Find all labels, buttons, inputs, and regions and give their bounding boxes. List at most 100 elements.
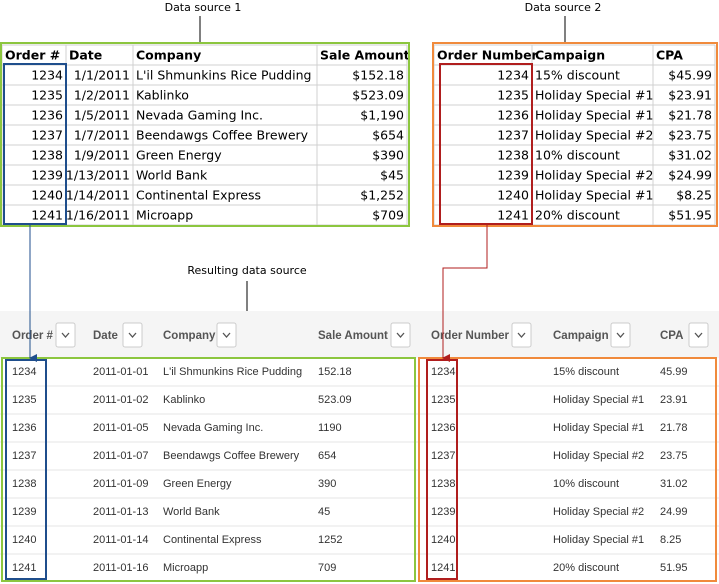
cell: 45.99	[660, 366, 688, 378]
filter-button[interactable]	[390, 322, 411, 348]
filter-icon	[222, 332, 231, 338]
cell: 1240	[431, 534, 455, 546]
column-header: Order Number	[437, 48, 539, 63]
source1-label: Data source 1	[165, 1, 242, 14]
cell: $23.75	[668, 128, 712, 143]
cell: 709	[318, 562, 336, 574]
cell: 10% discount	[553, 478, 619, 490]
filter-icon	[616, 332, 625, 338]
cell: Kablinko	[136, 88, 189, 103]
cell: 1235	[431, 394, 455, 406]
cell: 1240	[31, 188, 63, 203]
cell: 523.09	[318, 394, 352, 406]
cell: Continental Express	[163, 534, 262, 546]
filter-button[interactable]	[610, 322, 631, 348]
cell: 1240	[12, 534, 36, 546]
cell: Holiday Special #2	[535, 128, 653, 143]
cell: 1240	[497, 188, 529, 203]
cell: 1/1/2011	[74, 68, 130, 83]
result-right-border	[418, 357, 717, 582]
cell: 1/13/2011	[66, 168, 130, 183]
result-left-border	[1, 357, 416, 582]
cell: Holiday Special #1	[553, 534, 644, 546]
cell: Microapp	[136, 208, 193, 223]
column-header: Company	[163, 330, 216, 342]
cell: $709	[372, 208, 404, 223]
filter-icon	[128, 332, 137, 338]
cell: 1190	[318, 422, 342, 434]
column-header: Sale Amount	[318, 330, 388, 342]
cell: 1239	[12, 506, 36, 518]
column-header: Date	[93, 330, 118, 342]
cell: 10% discount	[535, 148, 620, 163]
cell: 1234	[12, 366, 36, 378]
source2-label: Data source 2	[525, 1, 602, 14]
cell: L'il Shmunkins Rice Pudding	[136, 68, 311, 83]
key-highlight	[5, 359, 47, 580]
cell: 2011-01-01	[93, 366, 148, 378]
cell: Nevada Gaming Inc.	[163, 422, 263, 434]
filter-icon	[396, 332, 405, 338]
cell: 1239	[431, 506, 455, 518]
cell: 1235	[12, 394, 36, 406]
cell: 2011-01-14	[93, 534, 148, 546]
cell: $21.78	[668, 108, 712, 123]
cell: 1235	[31, 88, 63, 103]
cell: Green Energy	[163, 478, 232, 490]
cell: 1237	[497, 128, 529, 143]
cell: 1/2/2011	[74, 88, 130, 103]
filter-button[interactable]	[216, 322, 237, 348]
cell: 390	[318, 478, 336, 490]
cell: 31.02	[660, 478, 688, 490]
cell: Holiday Special #1	[535, 88, 653, 103]
filter-icon	[517, 332, 526, 338]
cell: 1236	[31, 108, 63, 123]
cell: $24.99	[668, 168, 712, 183]
column-header: Company	[136, 48, 201, 63]
filter-button[interactable]	[55, 322, 76, 348]
cell: $31.02	[668, 148, 712, 163]
cell: $23.91	[668, 88, 712, 103]
column-header: Sale Amount	[320, 48, 410, 63]
cell: 1237	[31, 128, 63, 143]
cell: $152.18	[352, 68, 404, 83]
arrow	[442, 225, 488, 362]
cell: 2011-01-07	[93, 450, 148, 462]
cell: 1234	[31, 68, 63, 83]
cell: 1/14/2011	[66, 188, 130, 203]
cell: 2011-01-13	[93, 506, 148, 518]
result-label: Resulting data source	[187, 264, 307, 277]
filter-button[interactable]	[688, 322, 709, 348]
filter-button[interactable]	[511, 322, 532, 348]
cell: 654	[318, 450, 336, 462]
cell: Holiday Special #1	[535, 108, 653, 123]
cell: Holiday Special #2	[553, 450, 644, 462]
result-header-bg	[0, 311, 719, 358]
cell: Microapp	[163, 562, 208, 574]
cell: 2011-01-09	[93, 478, 148, 490]
cell: Continental Express	[136, 188, 261, 203]
cell: 1239	[31, 168, 63, 183]
cell: 1238	[497, 148, 529, 163]
filter-button[interactable]	[122, 322, 143, 348]
cell: Beendawgs Coffee Brewery	[163, 450, 300, 462]
cell: 20% discount	[535, 208, 620, 223]
cell: 1241	[497, 208, 529, 223]
cell: 51.95	[660, 562, 688, 574]
cell: 2011-01-02	[93, 394, 148, 406]
cell: 152.18	[318, 366, 352, 378]
cell: $45.99	[668, 68, 712, 83]
cell: World Bank	[136, 168, 208, 183]
cell: 1/9/2011	[74, 148, 130, 163]
cell: World Bank	[163, 506, 220, 518]
cell: $45	[380, 168, 404, 183]
filter-icon	[694, 332, 703, 338]
cell: 1241	[431, 562, 455, 574]
column-header: Order Number	[431, 330, 509, 342]
cell: 45	[318, 506, 330, 518]
cell: Holiday Special #1	[535, 188, 653, 203]
cell: $1,190	[360, 108, 404, 123]
cell: 21.78	[660, 422, 688, 434]
cell: 15% discount	[535, 68, 620, 83]
column-header: CPA	[656, 48, 683, 63]
